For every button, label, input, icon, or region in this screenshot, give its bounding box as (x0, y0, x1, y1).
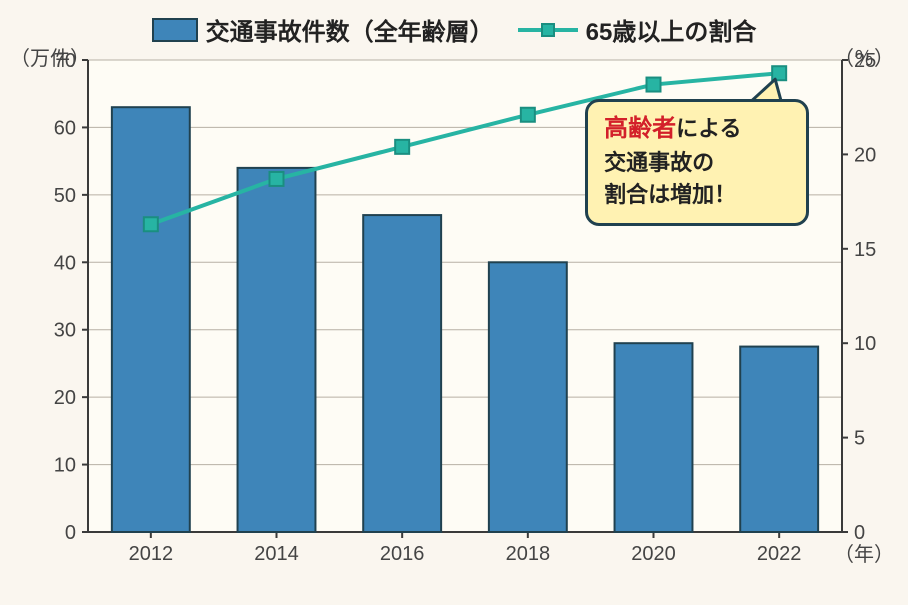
svg-text:15: 15 (854, 239, 876, 261)
callout-highlight: 高齢者 (604, 115, 676, 142)
callout-line3: 割合は増加！ (604, 182, 736, 207)
svg-text:0: 0 (65, 522, 76, 544)
svg-text:2022: 2022 (757, 543, 802, 565)
svg-text:10: 10 (854, 333, 876, 355)
svg-text:2016: 2016 (380, 543, 425, 565)
svg-text:40: 40 (54, 252, 76, 274)
svg-text:10: 10 (54, 455, 76, 477)
svg-text:2020: 2020 (631, 543, 676, 565)
svg-text:50: 50 (54, 185, 76, 207)
svg-text:70: 70 (54, 50, 76, 72)
svg-text:20: 20 (854, 144, 876, 166)
svg-text:25: 25 (854, 50, 876, 72)
traffic-accident-chart: 0 10 20 30 40 50 60 70 0 5 10 15 20 25 2012 2014 2016 201… (0, 0, 908, 605)
svg-text:2012: 2012 (129, 543, 174, 565)
svg-text:2018: 2018 (506, 543, 551, 565)
svg-text:0: 0 (854, 522, 865, 544)
svg-text:5: 5 (854, 428, 865, 450)
svg-text:30: 30 (54, 320, 76, 342)
callout-box: 高齢者による 交通事故の 割合は増加！ (585, 99, 809, 226)
svg-text:20: 20 (54, 387, 76, 409)
svg-text:60: 60 (54, 117, 76, 139)
svg-text:2014: 2014 (254, 543, 299, 565)
callout-rest1: による (676, 116, 741, 141)
callout-line2: 交通事故の (604, 150, 714, 175)
